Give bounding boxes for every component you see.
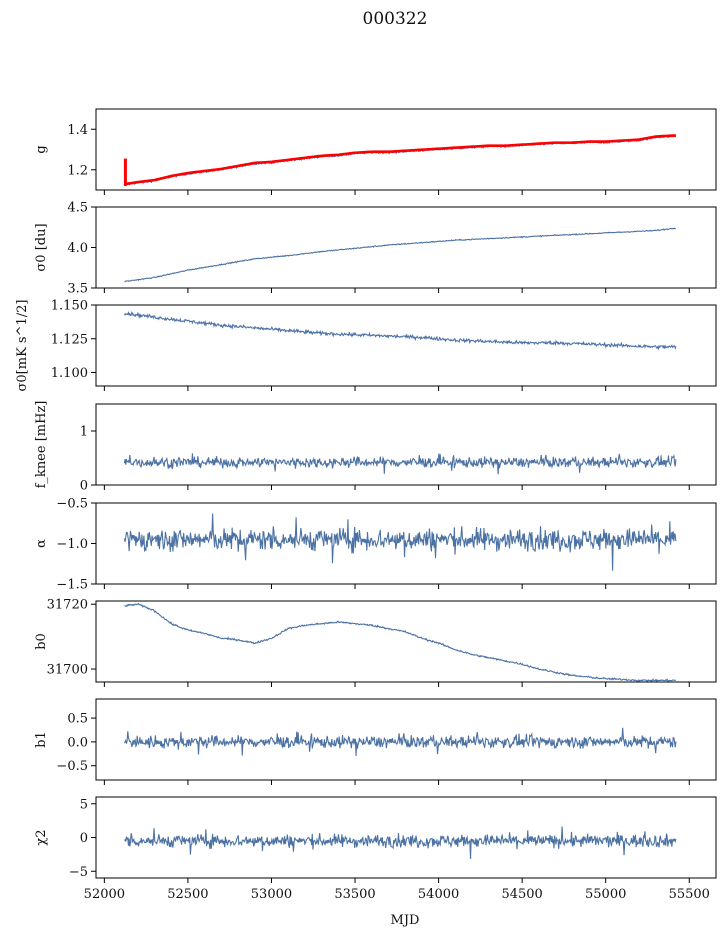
series-line-panel-8 <box>123 826 677 859</box>
y-tick-label: −0.5 <box>56 497 88 512</box>
x-tick-label: 54500 <box>501 887 542 902</box>
series-line-panel-6 <box>124 602 676 682</box>
y-tick-label: 1.2 <box>67 163 88 178</box>
panel-4: 0 1 f_knee [mHz] <box>34 401 717 494</box>
y-tick-label: 1.125 <box>51 332 88 347</box>
x-tick-label: 53000 <box>251 887 292 902</box>
panel-frame <box>95 698 717 781</box>
panel-6: 31700 31720 b0 <box>34 598 717 687</box>
y-tick-label: 31720 <box>47 598 88 613</box>
y-tick-label: 3.5 <box>67 282 88 297</box>
highlight-line <box>124 134 676 186</box>
y-tick-label: 1 <box>80 425 88 440</box>
panel-frame <box>95 403 717 486</box>
panel-frame <box>95 304 717 387</box>
panel-frame <box>95 108 717 191</box>
y-tick-label: 1.100 <box>51 366 88 381</box>
series-line-panel-7 <box>123 727 677 756</box>
panel-2: 3.5 4.0 4.5 σ0 [du] <box>34 201 717 297</box>
y-tick-label: 0 <box>80 831 88 846</box>
y-tick-label: 0.5 <box>67 712 88 727</box>
x-tick-label: 52000 <box>84 887 125 902</box>
x-tick-label: 53500 <box>334 887 375 902</box>
y-tick-label: 0.0 <box>67 735 88 750</box>
y-tick-label: 5 <box>80 797 88 812</box>
panel-5: −1.5 −1.0 −0.5 α <box>34 497 717 593</box>
y-axis-label: σ0 [du] <box>34 223 49 271</box>
y-tick-label: 1.150 <box>51 299 88 314</box>
y-axis-label: α <box>34 539 49 548</box>
series-line-panel-2 <box>124 227 676 283</box>
panel-frame <box>95 796 717 879</box>
panel-frame <box>95 206 717 289</box>
y-tick-label: 31700 <box>47 663 88 678</box>
y-axis-label: b0 <box>34 633 49 650</box>
y-tick-label: 0 <box>80 479 88 494</box>
y-axis-label: g <box>34 145 49 153</box>
series-line-panel-1 <box>124 134 677 186</box>
panel-frame <box>95 600 717 683</box>
y-axis-label: f_knee [mHz] <box>34 401 49 489</box>
x-tick-label: 54000 <box>418 887 459 902</box>
y-axis-label: σ0[mK s^1/2] <box>15 300 30 392</box>
y-tick-label: 4.5 <box>67 201 88 216</box>
series-line-panel-4 <box>123 453 677 475</box>
y-axis-label: b1 <box>34 731 49 748</box>
panel-8: −5 0 5 52000 52500 53000 53500 54000 54500 55000 5… <box>34 796 717 902</box>
y-tick-label: −5 <box>69 865 88 880</box>
figure-title: 000322 <box>363 9 428 29</box>
y-axis-label: χ2 <box>34 829 49 845</box>
y-tick-label: −1.0 <box>56 537 88 552</box>
x-tick-label: 52500 <box>167 887 208 902</box>
series-line-panel-5 <box>123 513 677 571</box>
y-tick-label: 1.4 <box>67 123 88 138</box>
y-tick-label: −1.5 <box>56 578 88 593</box>
y-tick-label: −0.5 <box>56 759 88 774</box>
panel-1: 1.2 1.4 g <box>34 108 717 195</box>
panels: 1.2 1.4 g 3.5 4.0 4.5 σ0 [du] 1.100 1.125 1.150 σ0… <box>15 108 717 902</box>
series-line-panel-3 <box>123 311 677 351</box>
x-axis-label: MJD <box>391 913 420 928</box>
panel-7: −0.5 0.0 0.5 b1 <box>34 698 717 785</box>
panel-3: 1.100 1.125 1.150 σ0[mK s^1/2] <box>15 299 717 392</box>
y-tick-label: 4.0 <box>67 241 88 256</box>
x-tick-label: 55000 <box>585 887 626 902</box>
x-tick-label: 55500 <box>669 887 710 902</box>
